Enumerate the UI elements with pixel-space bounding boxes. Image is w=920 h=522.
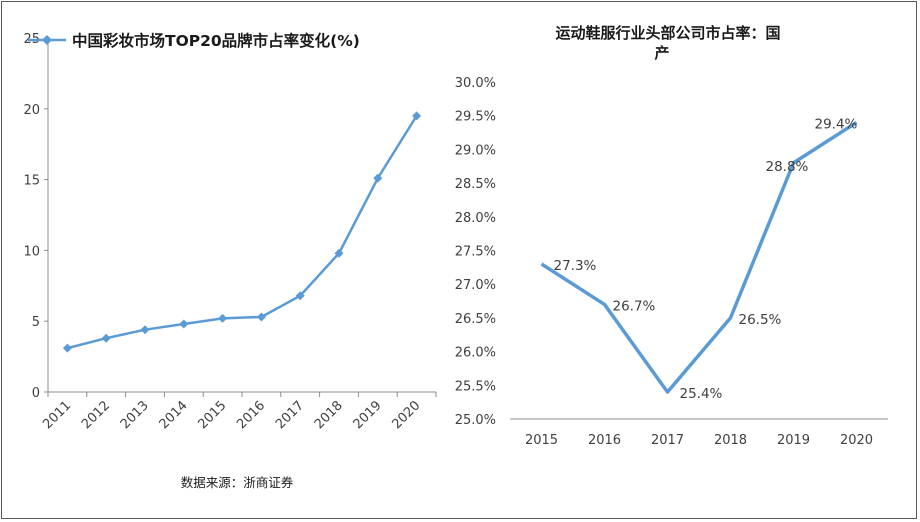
- left-y-tick-label: 10: [23, 244, 40, 259]
- right-y-tick-label: 25.0%: [455, 413, 496, 428]
- right-y-tick-label: 26.5%: [455, 312, 496, 327]
- right-y-tick-label: 26.0%: [455, 346, 496, 361]
- right-x-tick-label: 2017: [651, 433, 684, 448]
- right-data-label: 28.8%: [766, 159, 809, 175]
- right-y-tick-label: 25.5%: [455, 379, 496, 394]
- left-data-point: [101, 333, 111, 343]
- right-y-tick-label: 28.0%: [455, 211, 496, 226]
- left-x-tick-label: 2018: [312, 398, 346, 432]
- left-x-tick-label: 2016: [234, 398, 268, 432]
- legend-label: 中国彩妆市场TOP20品牌市占率变化(%): [72, 31, 360, 50]
- right-data-label: 26.7%: [613, 298, 656, 314]
- right-x-tick-label: 2018: [714, 433, 747, 448]
- right-data-label: 27.3%: [554, 258, 597, 274]
- left-x-tick-label: 2011: [40, 398, 74, 432]
- right-x-tick-label: 2019: [777, 433, 810, 448]
- source-note: 数据来源：浙商证券: [181, 475, 294, 490]
- left-y-tick-label: 0: [32, 386, 40, 401]
- left-y-tick-label: 20: [23, 103, 40, 118]
- left-data-point: [62, 343, 72, 353]
- left-data-point: [140, 325, 150, 335]
- left-data-point: [334, 248, 344, 258]
- left-x-tick-label: 2012: [79, 398, 113, 432]
- left-y-tick-label: 5: [32, 315, 40, 330]
- right-y-tick-label: 27.0%: [455, 278, 496, 293]
- left-x-tick-label: 2013: [118, 398, 152, 432]
- left-x-tick-label: 2019: [351, 398, 385, 432]
- legend-marker: [42, 35, 52, 45]
- right-data-label: 25.4%: [680, 386, 723, 402]
- left-data-point: [256, 312, 266, 322]
- left-data-point: [218, 313, 228, 323]
- right-chart-title-line1: 运动鞋服行业头部公司市占率：国: [555, 24, 780, 42]
- left-x-tick-label: 2015: [195, 398, 229, 432]
- right-y-tick-label: 28.5%: [455, 177, 496, 192]
- left-y-tick-label: 15: [23, 174, 40, 189]
- right-y-tick-label: 27.5%: [455, 245, 496, 260]
- right-chart: 运动鞋服行业头部公司市占率：国 产 25.0% 25.5% 26.0% 26.5% 27…: [455, 24, 888, 448]
- right-data-label: 29.4%: [815, 116, 858, 132]
- right-y-tick-label: 30.0%: [455, 76, 496, 91]
- right-y-tick-label: 29.5%: [455, 110, 496, 125]
- left-data-point: [179, 319, 189, 329]
- right-chart-title-line2: 产: [654, 44, 669, 62]
- right-x-tick-label: 2016: [588, 433, 621, 448]
- right-data-label: 26.5%: [739, 312, 782, 328]
- left-data-point: [373, 173, 383, 183]
- right-x-tick-label: 2015: [525, 433, 558, 448]
- left-x-tick-label: 2017: [273, 398, 307, 432]
- left-data-point: [295, 291, 305, 301]
- left-series-line: [67, 115, 418, 350]
- left-data-point: [412, 111, 422, 121]
- left-x-tick-label: 2014: [157, 398, 191, 432]
- right-x-tick-label: 2020: [840, 433, 873, 448]
- left-x-tick-label: 2020: [389, 398, 423, 432]
- right-series-line: [540, 120, 858, 394]
- right-y-tick-label: 29.0%: [455, 143, 496, 158]
